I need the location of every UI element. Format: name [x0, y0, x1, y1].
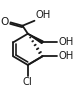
Text: OH: OH	[58, 37, 74, 47]
Text: O: O	[1, 17, 9, 27]
Text: Cl: Cl	[23, 77, 33, 87]
Polygon shape	[28, 34, 43, 43]
Text: OH: OH	[58, 51, 74, 61]
Text: OH: OH	[35, 10, 50, 20]
